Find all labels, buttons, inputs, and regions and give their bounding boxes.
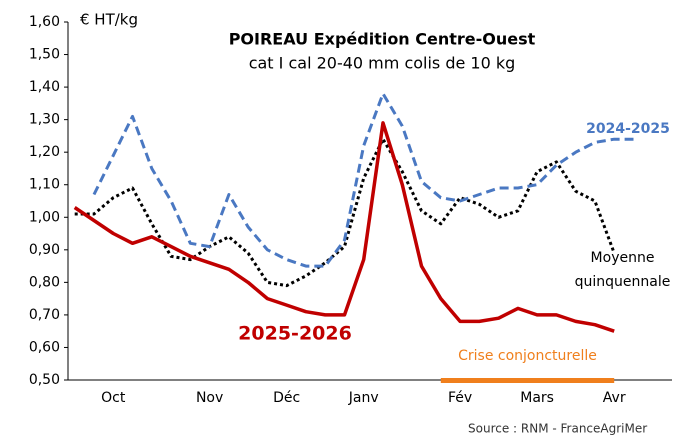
x-tick-label: Mars — [520, 390, 554, 406]
series-line — [73, 121, 615, 333]
annotation-span — [440, 378, 615, 383]
y-tick-label: 1,00 — [29, 209, 60, 225]
y-tick-label: 0,50 — [29, 372, 60, 388]
annotation-text: Crise conjoncturelle — [458, 348, 597, 364]
y-tick-label: 1,40 — [29, 79, 60, 95]
source: Source : RNM - FranceAgriMer — [468, 422, 647, 436]
y-tick-label: 1,10 — [29, 177, 60, 193]
x-tick-label: Janv — [348, 390, 379, 406]
chart-subtitle: cat I cal 20-40 mm colis de 10 kg — [249, 54, 516, 73]
y-tick-label: 1,30 — [29, 112, 60, 128]
x-tick-label: Fév — [448, 390, 472, 406]
y-tick-label: 0,60 — [29, 339, 60, 355]
y-tick-label: 0,70 — [29, 307, 60, 323]
x-tick-label: Avr — [603, 390, 626, 406]
x-tick-label: Nov — [196, 390, 223, 406]
chart-title: POIREAU Expédition Centre-Ouest — [229, 30, 536, 49]
series-line — [74, 137, 616, 288]
series-line — [92, 92, 634, 268]
y-tick-label: 0,80 — [29, 274, 60, 290]
series-label: 2024-2025 — [586, 121, 670, 137]
y-tick-label: 1,20 — [29, 144, 60, 160]
x-tick-label: Oct — [101, 390, 126, 406]
series-label: 2025-2026 — [238, 323, 352, 345]
x-tick-label: Déc — [273, 390, 300, 406]
y-tick-label: 1,60 — [29, 14, 60, 30]
y-tick-label: 1,50 — [29, 47, 60, 63]
y-tick-label: 0,90 — [29, 242, 60, 258]
series-label: Moyenne quinquennale — [574, 250, 671, 290]
y-axis-label: € HT/kg — [80, 11, 138, 29]
